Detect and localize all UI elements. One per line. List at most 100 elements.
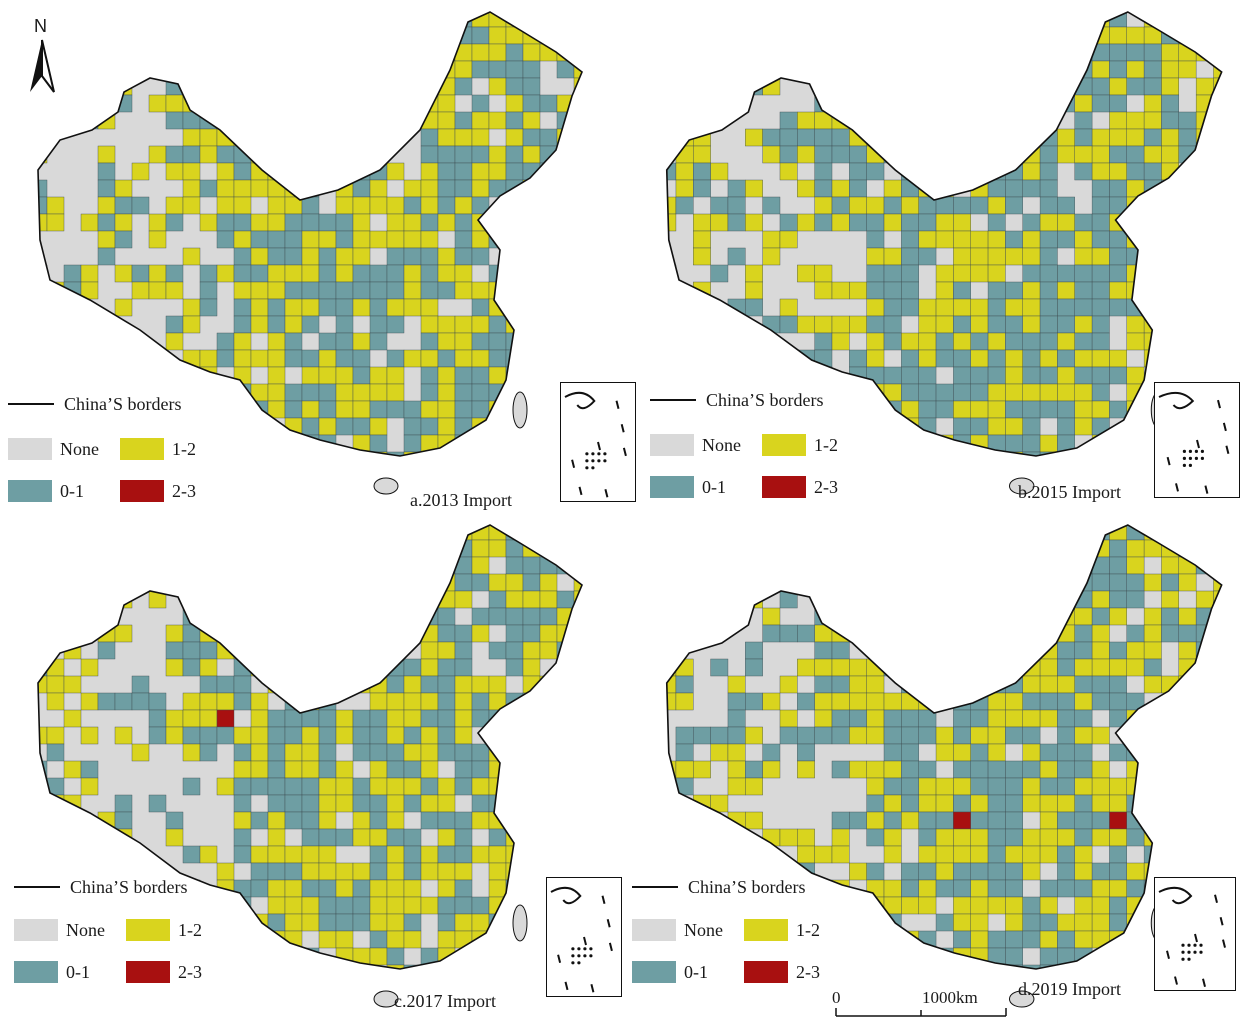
admin-region — [1022, 539, 1041, 558]
admin-region — [675, 624, 694, 643]
admin-region — [131, 281, 150, 300]
admin-region — [471, 451, 490, 456]
inset-island-dot — [1187, 957, 1191, 961]
admin-region — [935, 845, 954, 864]
china-map-2013 — [37, 11, 583, 495]
admin-region — [284, 298, 303, 317]
admin-region — [454, 692, 473, 711]
admin-region — [1126, 573, 1145, 592]
admin-region — [38, 556, 48, 575]
admin-region — [335, 794, 354, 813]
admin-region — [1143, 264, 1162, 283]
admin-region — [369, 332, 388, 351]
admin-region — [250, 777, 269, 796]
admin-region — [352, 12, 371, 28]
admin-region — [284, 658, 303, 677]
admin-region — [901, 26, 919, 45]
admin-region — [114, 794, 133, 813]
admin-region — [901, 811, 919, 830]
admin-region — [1195, 332, 1214, 351]
admin-region — [1074, 709, 1093, 728]
admin-region — [386, 128, 405, 147]
admin-region — [250, 607, 269, 626]
admin-region — [1195, 281, 1214, 300]
admin-region — [471, 811, 490, 830]
admin-region — [437, 811, 456, 830]
inset-boundary-dash — [1194, 933, 1198, 943]
admin-region — [250, 658, 269, 677]
admin-region — [666, 811, 677, 830]
admin-region — [1195, 794, 1214, 813]
admin-region — [1195, 726, 1214, 745]
admin-region — [710, 726, 729, 745]
admin-region — [539, 641, 558, 660]
admin-region — [1091, 230, 1110, 249]
admin-region — [386, 162, 405, 181]
admin-region — [454, 383, 473, 402]
admin-region — [38, 828, 48, 847]
admin-region — [437, 111, 456, 130]
admin-region — [522, 145, 541, 164]
admin-region — [454, 111, 473, 130]
admin-region — [1126, 128, 1145, 147]
admin-region — [866, 315, 885, 334]
admin-region — [97, 366, 116, 385]
admin-region — [831, 77, 850, 96]
admin-region — [403, 111, 422, 130]
admin-region — [814, 607, 833, 626]
admin-region — [420, 315, 439, 334]
admin-region — [437, 162, 456, 181]
admin-region — [335, 247, 354, 266]
admin-region — [1022, 366, 1041, 385]
admin-region — [1143, 573, 1162, 592]
admin-region — [1195, 709, 1214, 728]
admin-region — [987, 539, 1006, 558]
admin-region — [352, 298, 371, 317]
admin-region — [849, 145, 867, 164]
admin-region — [727, 213, 746, 232]
inset-boundary-dash — [615, 400, 620, 409]
admin-region — [386, 828, 405, 847]
admin-region — [901, 213, 919, 232]
admin-region — [250, 692, 269, 711]
admin-region — [573, 777, 582, 796]
admin-region — [1074, 556, 1093, 575]
admin-region — [301, 760, 320, 779]
admin-region — [80, 366, 99, 385]
admin-region — [352, 675, 371, 694]
admin-region — [505, 111, 524, 130]
admin-region — [454, 845, 473, 864]
admin-region — [573, 315, 582, 334]
admin-region — [403, 896, 422, 915]
admin-region — [437, 451, 456, 456]
taiwan-island — [512, 391, 528, 429]
admin-region — [1178, 281, 1197, 300]
admin-region — [1178, 332, 1197, 351]
admin-region — [539, 624, 558, 643]
admin-region — [301, 845, 320, 864]
admin-region — [918, 213, 937, 232]
admin-region — [369, 641, 388, 660]
admin-region — [97, 247, 116, 266]
admin-region — [97, 641, 116, 660]
admin-region — [505, 556, 524, 575]
admin-region — [301, 607, 320, 626]
inset-boundary-dash — [590, 983, 595, 993]
admin-region — [1178, 828, 1197, 847]
admin-region — [318, 845, 337, 864]
inset-boundary-dash — [1225, 445, 1230, 454]
legend-swatch-none — [14, 919, 58, 941]
admin-region — [987, 573, 1006, 592]
admin-region — [556, 230, 575, 249]
admin-region — [814, 60, 833, 79]
admin-region — [675, 196, 694, 215]
admin-region — [727, 726, 746, 745]
admin-region — [420, 196, 439, 215]
admin-region — [523, 469, 540, 486]
admin-region — [1143, 230, 1162, 249]
north-label: N — [34, 16, 47, 36]
admin-region — [488, 573, 507, 592]
admin-region — [1195, 247, 1214, 266]
admin-region — [693, 607, 711, 626]
admin-region — [369, 743, 388, 762]
